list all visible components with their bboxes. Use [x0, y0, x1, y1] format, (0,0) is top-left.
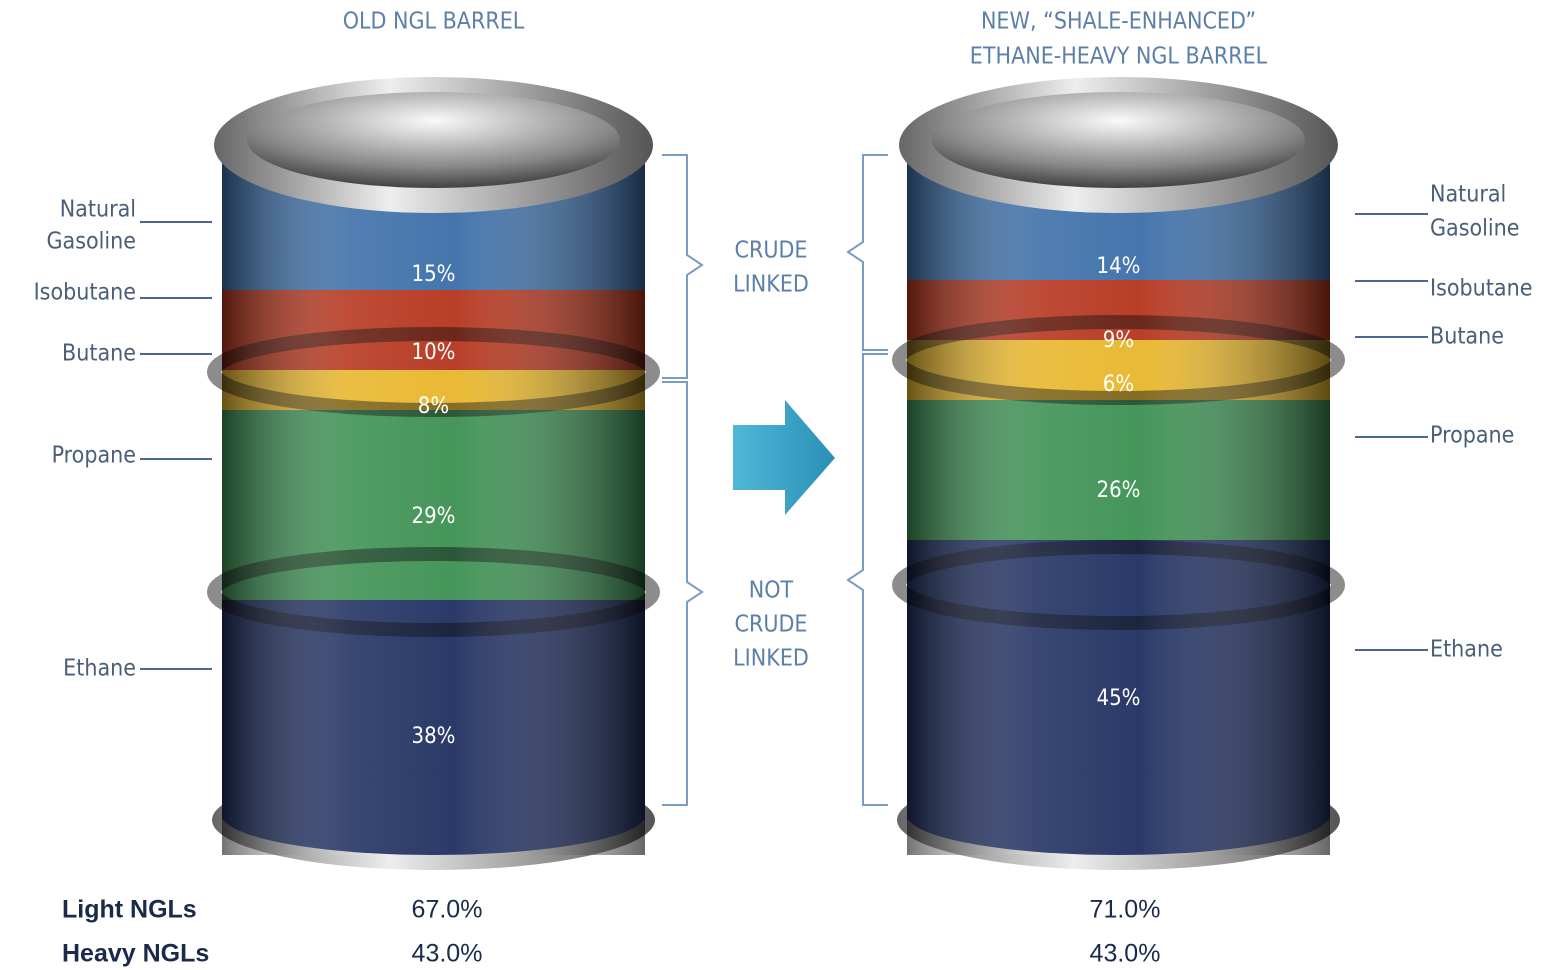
segment-name: Ethane — [1430, 637, 1503, 663]
barrel-lid — [247, 92, 620, 188]
row-label: Light NGLs — [62, 896, 197, 924]
segment-name: Ethane — [63, 656, 136, 682]
bracket — [662, 381, 704, 806]
barrel-base — [907, 775, 1330, 855]
barrel-title: OLD NGL BARREL — [343, 9, 525, 35]
segment-name: Isobutane — [34, 280, 136, 306]
segment-name: Gasoline — [1430, 216, 1520, 242]
segment-label: 15% — [412, 262, 456, 287]
heavy-value: 43.0% — [1090, 940, 1161, 968]
segment-name: Propane — [1430, 423, 1514, 449]
segment-label: 45% — [1097, 686, 1141, 711]
segment-label: 26% — [1097, 478, 1141, 503]
light-value: 71.0% — [1090, 896, 1161, 924]
segment-name: Gasoline — [46, 229, 136, 255]
segment-name: Butane — [1430, 324, 1504, 350]
bracket — [662, 154, 704, 379]
barrel-title: NEW, “SHALE-ENHANCED” — [981, 9, 1256, 35]
barrel-title: ETHANE-HEAVY NGL BARREL — [970, 44, 1268, 70]
bracket-label: CRUDE — [735, 612, 808, 638]
barrel-lid — [932, 92, 1305, 188]
segment-label: 6% — [1103, 372, 1134, 397]
arrow — [733, 400, 835, 515]
segment-label: 29% — [412, 504, 456, 529]
segment-label: 8% — [418, 394, 449, 419]
barrel-base — [222, 775, 645, 855]
bracket — [846, 353, 888, 806]
bracket — [846, 154, 888, 351]
segment-name: Natural — [1430, 182, 1506, 208]
segment-label: 38% — [412, 724, 456, 749]
segment-label: 10% — [412, 340, 456, 365]
heavy-value: 43.0% — [412, 940, 483, 968]
bracket-label: CRUDE — [735, 238, 808, 264]
light-value: 67.0% — [412, 896, 483, 924]
segment-name: Isobutane — [1430, 276, 1532, 302]
segment-label: 9% — [1103, 328, 1134, 353]
segment-name: Butane — [62, 341, 136, 367]
row-label: Heavy NGLs — [62, 940, 209, 968]
bracket-label: NOT — [749, 578, 794, 604]
segment-label: 14% — [1097, 254, 1141, 279]
bracket-label: LINKED — [733, 272, 809, 298]
segment-name: Natural — [60, 197, 136, 223]
bracket-label: LINKED — [733, 646, 809, 672]
segment-name: Propane — [52, 443, 136, 469]
segment — [907, 400, 1330, 540]
